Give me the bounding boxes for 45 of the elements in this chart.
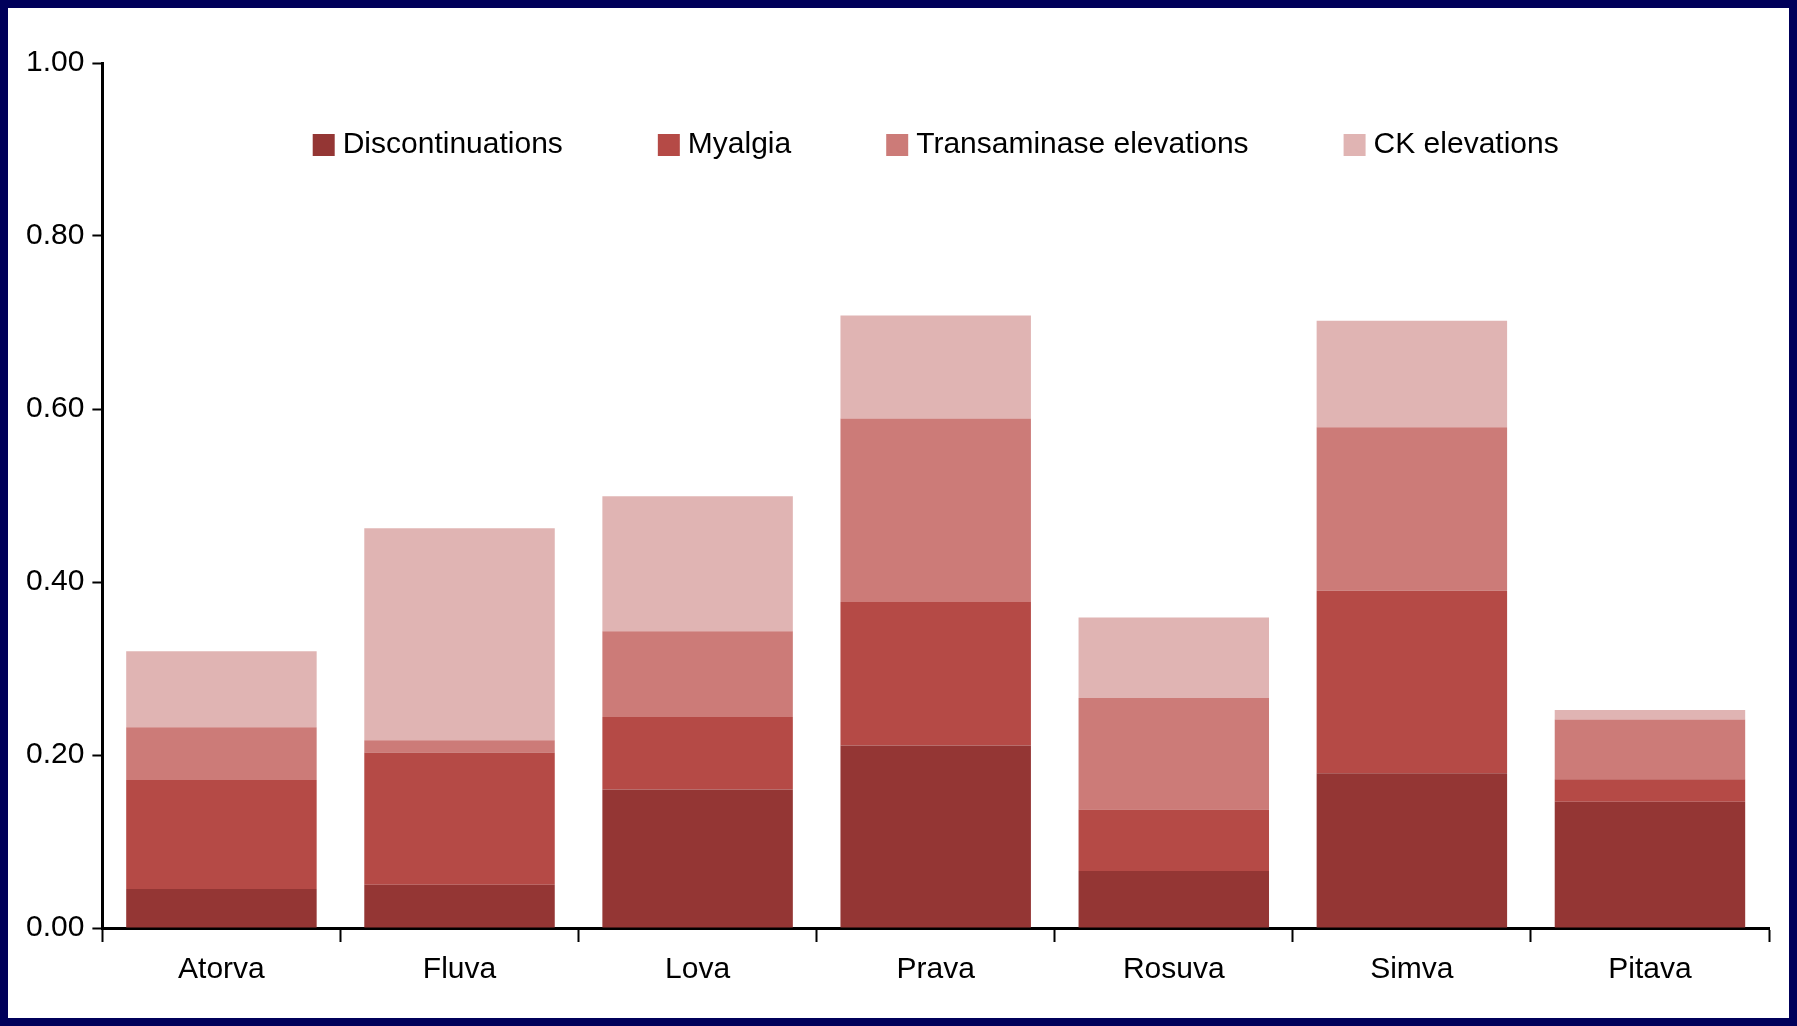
x-tick-label: Atorva — [178, 951, 266, 985]
bar — [1554, 710, 1746, 720]
y-tick-label: 1.00 — [26, 44, 85, 78]
x-tick-label: Pitava — [1608, 951, 1692, 985]
bar — [1316, 590, 1508, 774]
bar — [1316, 320, 1508, 428]
bar — [840, 601, 1031, 746]
bar — [602, 496, 793, 632]
bar — [1554, 779, 1746, 802]
y-tick-label: 0.60 — [26, 390, 85, 424]
bar — [126, 727, 317, 781]
bar — [364, 740, 555, 753]
x-tick-label: Rosuva — [1122, 951, 1225, 985]
bar — [364, 528, 555, 741]
y-tick-label: 0.80 — [26, 217, 85, 251]
bar — [1316, 773, 1508, 928]
bar — [126, 651, 317, 728]
bar — [840, 315, 1031, 419]
legend-label: Transaminase elevations — [916, 126, 1249, 160]
x-tick-label: Simva — [1370, 951, 1454, 985]
bar — [126, 780, 317, 890]
bar — [840, 418, 1031, 602]
y-tick-label: 0.40 — [26, 563, 85, 597]
bar — [1316, 427, 1508, 591]
bar — [1554, 801, 1746, 928]
legend-label: Discontinuations — [342, 126, 563, 160]
x-tick-label: Prava — [896, 951, 976, 985]
y-tick-label: 0.00 — [26, 909, 85, 943]
bar — [1078, 697, 1270, 810]
x-tick-label: Fluva — [422, 951, 497, 985]
bar — [364, 752, 555, 885]
bar — [602, 789, 793, 928]
bar — [840, 745, 1031, 928]
bar — [364, 884, 555, 928]
bar — [1078, 617, 1270, 698]
bar — [602, 631, 793, 717]
y-tick-label: 0.20 — [26, 736, 85, 770]
x-tick-label: Lova — [665, 951, 731, 985]
bar — [1554, 719, 1746, 780]
legend-label: CK elevations — [1373, 126, 1559, 160]
bar — [1078, 870, 1270, 928]
bar — [1078, 809, 1270, 871]
bar — [126, 889, 317, 928]
bar — [602, 716, 793, 790]
legend-label: Myalgia — [687, 126, 792, 160]
